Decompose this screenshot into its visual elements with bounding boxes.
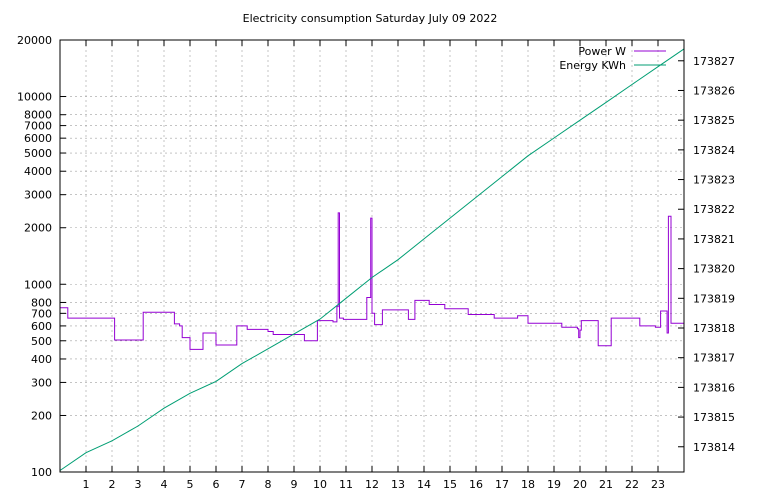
y-left-tick-label: 500 [31, 335, 52, 348]
y-right-tick-label: 173814 [693, 441, 735, 454]
y-right-tick-label: 173826 [693, 84, 735, 97]
x-tick-label: 9 [291, 478, 298, 491]
x-tick-label: 5 [187, 478, 194, 491]
y-left-tick-label: 2000 [24, 222, 52, 235]
x-tick-label: 23 [651, 478, 665, 491]
x-tick-label: 17 [495, 478, 509, 491]
x-tick-label: 14 [417, 478, 431, 491]
y-left-tick-label: 200 [31, 409, 52, 422]
chart-title: Electricity consumption Saturday July 09… [243, 12, 498, 25]
x-tick-label: 15 [443, 478, 457, 491]
y-right-tick-label: 173817 [693, 352, 735, 365]
y-left-tick-label: 5000 [24, 147, 52, 160]
y-right-tick-label: 173827 [693, 55, 735, 68]
grid [60, 39, 684, 473]
y-right-tick-label: 173824 [693, 144, 735, 157]
x-tick-label: 19 [547, 478, 561, 491]
x-tick-label: 11 [339, 478, 353, 491]
y-left-tick-label: 10000 [17, 91, 52, 104]
y-left-tick-label: 4000 [24, 165, 52, 178]
y-left-tick-label: 6000 [24, 132, 52, 145]
y-left-tick-label: 700 [31, 307, 52, 320]
legend-label: Power W [578, 45, 626, 58]
y-left-tick-label: 7000 [24, 120, 52, 133]
y-right-tick-label: 173816 [693, 381, 735, 394]
series-line-power [60, 212, 684, 350]
y-left-tick-label: 600 [31, 320, 52, 333]
y-left-tick-label: 800 [31, 296, 52, 309]
y-left-tick-label: 20000 [17, 34, 52, 47]
y-left-tick-label: 300 [31, 376, 52, 389]
y-right-tick-label: 173825 [693, 114, 735, 127]
y-left-tick-label: 1000 [24, 278, 52, 291]
y-left-tick-label: 8000 [24, 109, 52, 122]
y-right-tick-label: 173815 [693, 411, 735, 424]
x-tick-label: 22 [625, 478, 639, 491]
x-tick-label: 8 [265, 478, 272, 491]
plot-frame [59, 39, 685, 473]
legend-label: Energy KWh [559, 59, 626, 72]
series-line-energy [59, 48, 685, 471]
y-left-tick-label: 100 [31, 466, 52, 479]
x-tick-label: 16 [469, 478, 483, 491]
y-right-tick-label: 173822 [693, 203, 735, 216]
x-tick-label: 2 [109, 478, 116, 491]
x-tick-label: 1 [83, 478, 90, 491]
y-right-tick-label: 173818 [693, 322, 735, 335]
x-axis: 1 2 3 4 5 6 7 8 9 10 11 12 13 14 15 16 17 18 19 20 21 22 23 [83, 40, 665, 491]
series-layer [59, 48, 685, 471]
x-tick-label: 20 [573, 478, 587, 491]
x-tick-label: 10 [313, 478, 327, 491]
x-tick-label: 3 [135, 478, 142, 491]
x-tick-label: 21 [599, 478, 613, 491]
x-tick-label: 12 [365, 478, 379, 491]
x-tick-label: 13 [391, 478, 405, 491]
y-right-tick-label: 173820 [693, 263, 735, 276]
x-tick-label: 4 [161, 478, 168, 491]
x-tick-label: 18 [521, 478, 535, 491]
x-tick-label: 6 [213, 478, 220, 491]
y-left-tick-label: 400 [31, 353, 52, 366]
y-left-tick-label: 3000 [24, 189, 52, 202]
y-right-tick-label: 173819 [693, 292, 735, 305]
y-right-tick-label: 173821 [693, 233, 735, 246]
x-tick-label: 7 [239, 478, 246, 491]
y-right-tick-label: 173823 [693, 174, 735, 187]
right-y-axis: 173814 173815 173816 173817 173818 173819 1738… [678, 55, 735, 454]
